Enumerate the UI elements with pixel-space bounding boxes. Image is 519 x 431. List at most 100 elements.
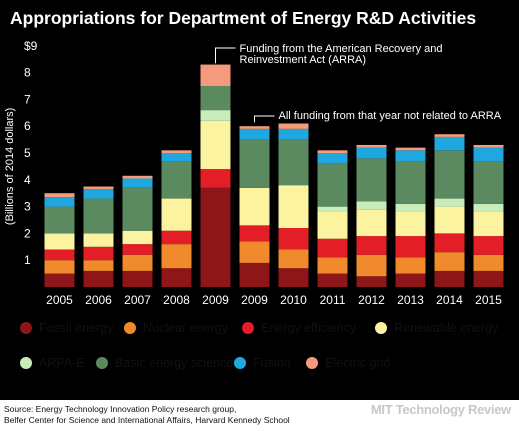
annotation-arra: Funding from the American Recovery and Re… [240,43,443,66]
legend-item-fossil-energy: Fossil energy [20,321,113,335]
legend-label: ARPA-E [39,356,85,370]
bar-segment-electric-grid [122,175,153,179]
bar-segment-energy-efficiency [317,238,348,258]
bar-segment-renewable-energy [122,230,153,245]
legend-item-electric-grid: Electric grid [306,356,390,370]
bar-segment-renewable-energy [434,206,465,234]
bar-segment-basic-energy-science [356,158,387,202]
legend-swatch [96,357,108,369]
annotation-nonarra: All funding from that year not related t… [279,110,502,122]
bar-segment-arpa-e [200,110,231,121]
bar-segment-electric-grid [200,64,231,86]
y-tick-label: 1 [24,253,31,267]
legend-item-fusion: Fusion [234,356,291,370]
bar-segment-energy-efficiency [356,236,387,255]
bar-segment-energy-efficiency [122,244,153,255]
bar-segment-fossil-energy [239,262,270,287]
bar-segment-energy-efficiency [473,236,504,255]
bar-segment-fusion [122,178,153,188]
bar-segment-electric-grid [44,193,75,198]
y-axis-label: (Billions of 2014 dollars) [4,108,16,225]
legend-label: Nuclear energy [143,321,228,335]
bar-segment-nuclear-energy [44,260,75,274]
legend-label: Renewable energy [394,321,499,335]
legend-swatch [124,322,136,334]
bar-segment-fossil-energy [161,268,192,287]
bar-segment-fusion [356,147,387,159]
x-tick-label: 2010 [280,293,307,307]
bar-segment-energy-efficiency [44,249,75,261]
bar-segment-renewable-energy [200,120,231,170]
bar-segment-fossil-energy [473,270,504,287]
y-tick-label: 7 [24,92,31,106]
bar-segment-fossil-energy [395,273,426,287]
y-tick-label: 5 [24,146,31,160]
bar-segment-nuclear-energy [317,257,348,274]
legend-item-arpa-e: ARPA-E [20,356,85,370]
bar-segment-nuclear-energy [278,249,309,269]
bar-segment-nuclear-energy [83,260,114,271]
source-line-1: Source: Energy Technology Innovation Pol… [4,404,237,414]
bar-segment-electric-grid [317,150,348,153]
bar-segment-fossil-energy [434,270,465,287]
legend-item-energy-efficiency: Energy efficiency [242,321,356,335]
bar-segment-energy-efficiency [395,236,426,258]
y-tick-label: 4 [24,173,31,187]
legend-label: Electric grid [325,356,391,370]
x-tick-label: 2009 [241,293,268,307]
bar-segment-basic-energy-science [200,86,231,111]
bar-segment-basic-energy-science [434,150,465,199]
bar-segment-fusion [434,136,465,151]
bar-segment-fossil-energy [356,276,387,287]
x-tick-label: 2009 [202,293,229,307]
bar-segment-fossil-energy [122,270,153,287]
x-tick-label: 2005 [46,293,73,307]
legend-swatch [375,322,387,334]
legend-label: Fusion [253,356,291,370]
bar-segment-fusion [239,128,270,140]
bar-segment-electric-grid [278,123,309,129]
bar-segment-fusion [83,189,114,199]
y-tick-label: 3 [24,200,31,214]
brand-logo: MIT Technology Review [370,402,511,417]
legend-item-renewable-energy: Renewable energy [375,321,498,335]
bar-segment-nuclear-energy [122,254,153,271]
bar-segment-arpa-e [434,198,465,207]
bar-segment-energy-efficiency [434,233,465,253]
x-tick-label: 2014 [436,293,463,307]
bar-segment-arpa-e [356,201,387,210]
bar-segment-nuclear-energy [356,254,387,277]
x-tick-label: 2015 [475,293,502,307]
bar-segment-arpa-e [473,203,504,212]
bar-segment-energy-efficiency [239,225,270,242]
bar-segment-energy-efficiency [200,169,231,188]
legend-swatch [234,357,246,369]
source-note: Source: Energy Technology Innovation Pol… [4,404,290,426]
bar-segment-fusion [395,150,426,162]
bar-segment-basic-energy-science [473,161,504,204]
bar-segment-energy-efficiency [83,246,114,261]
legend: Fossil energy Nuclear energy Energy effici… [20,316,506,384]
bar-segment-nuclear-energy [434,252,465,271]
bar-segment-renewable-energy [356,209,387,237]
bar-segment-energy-efficiency [278,228,309,250]
bar-segment-renewable-energy [239,187,270,226]
bar-segment-basic-energy-science [239,139,270,188]
legend-item-basic-energy-science: Basic energy science [96,356,233,370]
legend-label: Energy efficiency [261,321,356,335]
y-tick-label: 8 [24,66,31,80]
legend-swatch [20,322,32,334]
x-tick-label: 2006 [85,293,112,307]
bar-segment-basic-energy-science [122,187,153,231]
legend-swatch [242,322,254,334]
legend-item-nuclear-energy: Nuclear energy [124,321,228,335]
bar-segment-electric-grid [239,126,270,129]
bar-segment-renewable-energy [161,198,192,231]
bar-segment-fusion [473,147,504,162]
legend-label: Fossil energy [39,321,114,335]
bar-segment-fossil-energy [44,273,75,287]
bar-segment-basic-energy-science [161,161,192,199]
bar-segment-fusion [317,153,348,164]
bar-segment-electric-grid [473,144,504,148]
x-tick-label: 2013 [397,293,424,307]
